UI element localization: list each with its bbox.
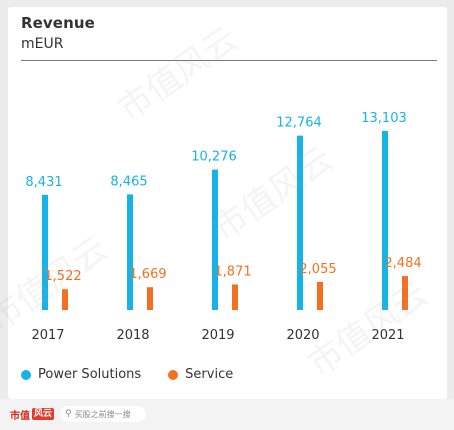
chart-card: Revenue mEUR 8,431 1,522 2017 8,465 1,669 201… bbox=[0, 7, 447, 399]
chart-legend: Power Solutions Service bbox=[21, 367, 252, 382]
data-label-service-2019: 1,871 bbox=[214, 264, 251, 279]
legend-label-power-solutions: Power Solutions bbox=[38, 367, 142, 382]
legend-item-service: Service bbox=[168, 367, 233, 382]
brand-logo[interactable]: 市值 风云 bbox=[10, 407, 55, 422]
data-label-power-solutions-2017: 8,431 bbox=[25, 175, 62, 190]
data-label-service-2017: 1,522 bbox=[44, 269, 81, 284]
title-divider bbox=[21, 60, 437, 61]
x-tick-label-2021: 2021 bbox=[371, 328, 404, 343]
search-placeholder: 买股之前搜一搜 bbox=[74, 409, 131, 419]
x-tick-label-2019: 2019 bbox=[201, 328, 234, 343]
data-label-service-2021: 2,484 bbox=[384, 256, 421, 271]
legend-swatch-power-solutions bbox=[21, 369, 31, 380]
bar-service-2021 bbox=[402, 276, 408, 310]
brand-logo-mark: 风云 bbox=[32, 408, 55, 420]
bar-power-solutions-2020 bbox=[297, 135, 303, 310]
data-label-power-solutions-2018: 8,465 bbox=[110, 174, 147, 189]
data-label-service-2020: 2,055 bbox=[299, 262, 336, 277]
legend-swatch-service bbox=[168, 369, 179, 380]
bar-chart: 8,431 1,522 2017 8,465 1,669 2018 10,276 1,871 2… bbox=[25, 111, 421, 343]
bar-service-2020 bbox=[317, 281, 323, 310]
bar-service-2018 bbox=[147, 287, 153, 310]
chart-subtitle: mEUR bbox=[21, 36, 64, 52]
legend-item-power-solutions: Power Solutions bbox=[21, 367, 141, 382]
data-label-service-2018: 1,669 bbox=[129, 267, 166, 282]
search-icon: ⚲ bbox=[65, 409, 72, 419]
bar-power-solutions-2021 bbox=[382, 131, 388, 310]
bar-power-solutions-2017 bbox=[42, 194, 48, 310]
bar-power-solutions-2018 bbox=[127, 194, 133, 310]
x-tick-label-2020: 2020 bbox=[286, 328, 319, 343]
bar-service-2017 bbox=[62, 289, 68, 310]
x-tick-label-2018: 2018 bbox=[116, 328, 149, 343]
data-label-power-solutions-2021: 13,103 bbox=[361, 111, 407, 126]
chart-title: Revenue bbox=[21, 14, 95, 32]
legend-label-service: Service bbox=[185, 367, 234, 382]
data-label-power-solutions-2020: 12,764 bbox=[276, 116, 322, 131]
x-tick-label-2017: 2017 bbox=[31, 328, 64, 343]
search-input[interactable]: ⚲ 买股之前搜一搜 bbox=[60, 406, 146, 422]
data-label-power-solutions-2019: 10,276 bbox=[191, 150, 237, 165]
brand-text: 市值 bbox=[10, 410, 30, 422]
bar-service-2019 bbox=[232, 284, 238, 310]
footer-bar: 市值 风云 ⚲ 买股之前搜一搜 bbox=[0, 399, 454, 430]
bar-power-solutions-2019 bbox=[212, 169, 218, 310]
